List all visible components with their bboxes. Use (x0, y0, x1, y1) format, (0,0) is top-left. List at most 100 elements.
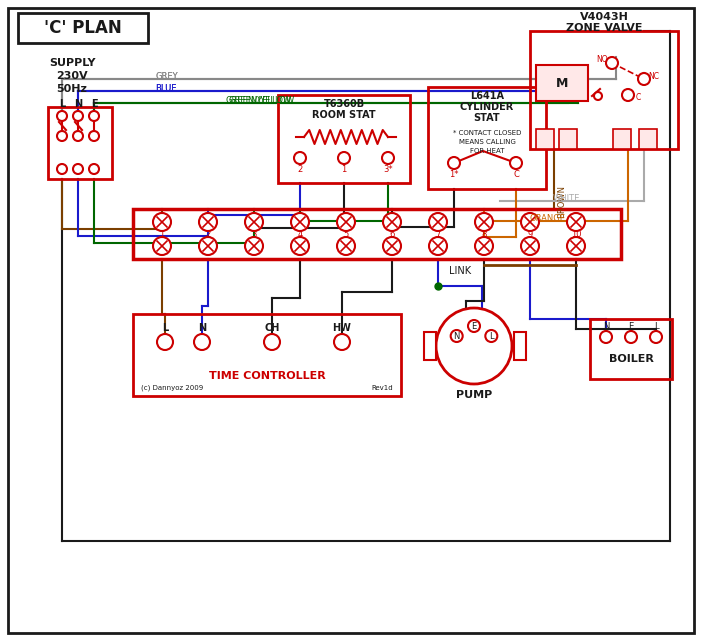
Circle shape (73, 111, 83, 121)
Text: N: N (198, 323, 206, 333)
Text: 230V: 230V (56, 71, 88, 81)
Text: TIME CONTROLLER: TIME CONTROLLER (208, 371, 325, 381)
Circle shape (468, 320, 480, 332)
Text: L: L (162, 323, 168, 333)
FancyBboxPatch shape (613, 129, 631, 149)
Circle shape (245, 213, 263, 231)
Text: 6: 6 (390, 229, 395, 238)
Circle shape (625, 331, 637, 343)
Text: 10: 10 (571, 229, 581, 238)
Text: BLUE: BLUE (155, 83, 176, 92)
Text: ORANGE: ORANGE (529, 213, 565, 222)
Circle shape (89, 131, 99, 141)
Circle shape (606, 57, 618, 69)
Circle shape (334, 334, 350, 350)
Text: 8: 8 (482, 229, 486, 238)
Circle shape (264, 334, 280, 350)
FancyBboxPatch shape (514, 332, 526, 360)
Circle shape (485, 330, 497, 342)
Circle shape (650, 331, 662, 343)
Circle shape (153, 237, 171, 255)
Text: NC: NC (649, 72, 659, 81)
Text: 1*: 1* (449, 169, 458, 178)
Text: FOR HEAT: FOR HEAT (470, 148, 504, 154)
Circle shape (622, 89, 634, 101)
Circle shape (73, 131, 83, 141)
Circle shape (194, 334, 210, 350)
Text: C: C (513, 169, 519, 178)
Text: ZONE VALVE: ZONE VALVE (566, 23, 642, 33)
Circle shape (338, 152, 350, 164)
Circle shape (451, 330, 463, 342)
Circle shape (157, 334, 173, 350)
Text: 2: 2 (298, 165, 303, 174)
FancyBboxPatch shape (639, 129, 657, 149)
Text: E: E (471, 322, 477, 331)
Text: N: N (74, 99, 82, 109)
Circle shape (294, 152, 306, 164)
Text: 9: 9 (527, 229, 533, 238)
Circle shape (337, 213, 355, 231)
Text: 4: 4 (298, 229, 303, 238)
Text: C: C (635, 92, 641, 101)
Circle shape (245, 237, 263, 255)
Text: GREY: GREY (155, 72, 178, 81)
Text: * CONTACT CLOSED: * CONTACT CLOSED (453, 130, 521, 136)
FancyBboxPatch shape (559, 129, 577, 149)
Circle shape (567, 213, 585, 231)
Text: V4043H: V4043H (580, 12, 628, 22)
Text: N: N (453, 331, 460, 340)
Text: Rev1d: Rev1d (371, 385, 393, 391)
Circle shape (199, 237, 217, 255)
Text: BROWN: BROWN (557, 185, 566, 217)
Circle shape (521, 237, 539, 255)
Text: 1: 1 (341, 165, 347, 174)
Text: (c) Dannyoz 2009: (c) Dannyoz 2009 (141, 385, 204, 391)
Circle shape (89, 164, 99, 174)
Circle shape (73, 164, 83, 174)
Text: 50Hz: 50Hz (57, 84, 88, 94)
Text: 5: 5 (343, 229, 349, 238)
Circle shape (199, 213, 217, 231)
Text: T6360B: T6360B (324, 99, 364, 109)
Text: MEANS CALLING: MEANS CALLING (458, 139, 515, 145)
FancyBboxPatch shape (536, 65, 588, 101)
Circle shape (510, 157, 522, 169)
Circle shape (475, 237, 493, 255)
Text: BLUE: BLUE (155, 83, 176, 92)
Text: 1: 1 (159, 229, 165, 238)
Text: 2: 2 (206, 229, 211, 238)
Circle shape (153, 213, 171, 231)
Text: 3*: 3* (383, 165, 393, 174)
Text: E: E (91, 99, 98, 109)
Circle shape (429, 213, 447, 231)
Text: GREY: GREY (155, 72, 178, 81)
Circle shape (383, 237, 401, 255)
Text: 3: 3 (251, 229, 257, 238)
Circle shape (594, 92, 602, 100)
Circle shape (337, 237, 355, 255)
Text: GREEN/YELLOW: GREEN/YELLOW (228, 96, 294, 104)
Text: CH: CH (265, 323, 279, 333)
Text: L: L (654, 322, 658, 331)
Circle shape (638, 73, 650, 85)
Circle shape (57, 164, 67, 174)
Circle shape (448, 157, 460, 169)
Circle shape (291, 237, 309, 255)
Text: SUPPLY: SUPPLY (48, 58, 95, 68)
Circle shape (89, 111, 99, 121)
Circle shape (383, 213, 401, 231)
Text: E: E (628, 322, 634, 331)
FancyBboxPatch shape (536, 129, 554, 149)
Circle shape (57, 111, 67, 121)
Circle shape (567, 237, 585, 255)
Text: 7: 7 (435, 229, 441, 238)
Circle shape (429, 237, 447, 255)
Text: N: N (603, 322, 609, 331)
Text: ROOM STAT: ROOM STAT (312, 110, 376, 120)
Circle shape (57, 131, 67, 141)
Text: STAT: STAT (474, 113, 501, 123)
Text: L: L (489, 331, 494, 340)
Text: 'C' PLAN: 'C' PLAN (44, 19, 122, 37)
Circle shape (291, 213, 309, 231)
